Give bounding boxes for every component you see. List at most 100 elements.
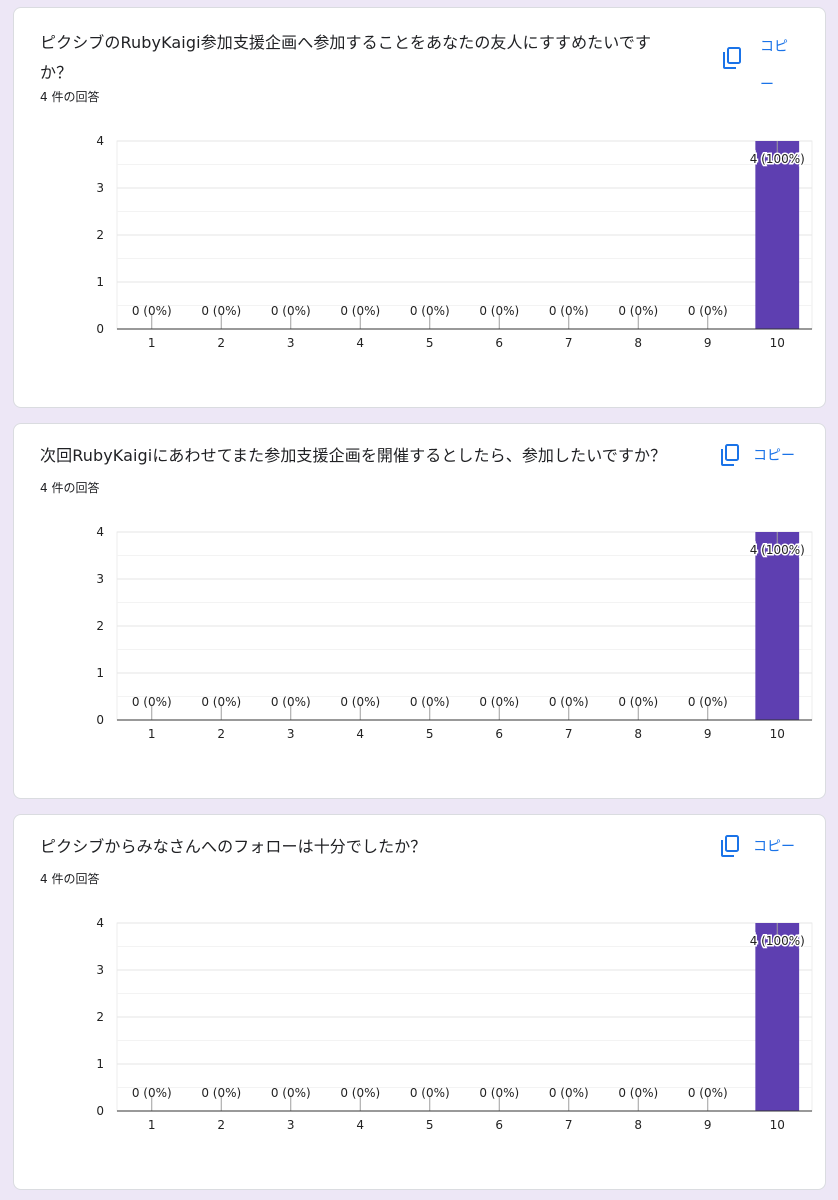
x-tick-label: 8: [634, 727, 642, 741]
y-tick-label: 3: [96, 572, 104, 586]
copy-label: コピー: [753, 448, 795, 464]
x-tick-label: 9: [704, 727, 712, 741]
x-tick-label: 2: [217, 1118, 225, 1132]
data-label: 0 (0%): [271, 695, 311, 709]
data-label: 4 (100%): [750, 543, 805, 557]
y-tick-label: 3: [96, 181, 104, 195]
response-count: 4 件の回答: [40, 90, 100, 104]
copy-label: コピー: [753, 839, 795, 855]
bar-chart: 0 1 2 3 4 0 (0%) 1 0 (0%) 2 0 (0%) 3 0 (0%) 4 0 (0%) 5…: [96, 916, 813, 1132]
x-tick-label: 1: [148, 336, 156, 350]
y-tick-label: 1: [96, 1057, 104, 1071]
x-tick-label: 3: [287, 727, 295, 741]
data-label: 0 (0%): [410, 695, 450, 709]
x-tick-label: 2: [217, 727, 225, 741]
y-tick-label: 4: [96, 525, 104, 539]
data-label: 0 (0%): [201, 304, 241, 318]
data-label: 0 (0%): [688, 1086, 728, 1100]
data-label: 0 (0%): [201, 695, 241, 709]
x-tick-label: 7: [565, 1118, 573, 1132]
y-tick-label: 3: [96, 963, 104, 977]
data-label: 0 (0%): [410, 1086, 450, 1100]
x-tick-label: 7: [565, 336, 573, 350]
data-label: 0 (0%): [132, 695, 172, 709]
x-tick-label: 2: [217, 336, 225, 350]
data-label: 0 (0%): [618, 1086, 658, 1100]
copy-chart-button[interactable]: コピー: [720, 833, 820, 863]
data-label: 0 (0%): [271, 1086, 311, 1100]
bar: [755, 923, 800, 1111]
x-tick-label: 9: [704, 336, 712, 350]
data-label: 0 (0%): [271, 304, 311, 318]
bar-chart: 0 1 2 3 4 0 (0%) 1 0 (0%) 2 0 (0%) 3 0 (0%) 4 0 (0%) 5…: [96, 134, 813, 350]
copy-icon: [723, 47, 741, 69]
data-label: 0 (0%): [132, 1086, 172, 1100]
copy-icon: [721, 444, 739, 466]
y-tick-label: 2: [96, 1010, 104, 1024]
data-label: 0 (0%): [479, 1086, 519, 1100]
data-label: 4 (100%): [750, 934, 805, 948]
data-label: 0 (0%): [340, 304, 380, 318]
x-tick-label: 7: [565, 727, 573, 741]
response-count: 4 件の回答: [40, 481, 100, 495]
x-tick-label: 6: [495, 1118, 503, 1132]
x-tick-label: 4: [356, 1118, 364, 1132]
data-label: 0 (0%): [340, 1086, 380, 1100]
y-tick-label: 2: [96, 619, 104, 633]
data-label: 4 (100%): [750, 152, 805, 166]
x-tick-label: 5: [426, 336, 434, 350]
question-title: 次回RubyKaigiにあわせてまた参加支援企画を開催するとしたら、参加したいで…: [40, 446, 667, 465]
data-label-halo: 4 (100%): [750, 152, 805, 166]
y-tick-label: 0: [96, 713, 104, 727]
x-tick-label: 1: [148, 727, 156, 741]
y-tick-label: 1: [96, 666, 104, 680]
question-title: ピクシブのRubyKaigi参加支援企画へ参加することをあなたの友人にすすめたい…: [40, 33, 652, 82]
y-tick-label: 2: [96, 228, 104, 242]
x-tick-label: 3: [287, 336, 295, 350]
x-tick-label: 8: [634, 1118, 642, 1132]
copy-label: コピー: [760, 39, 788, 93]
y-tick-label: 4: [96, 916, 104, 930]
y-tick-label: 0: [96, 322, 104, 336]
x-tick-label: 1: [148, 1118, 156, 1132]
bar: [755, 532, 800, 720]
x-tick-label: 8: [634, 336, 642, 350]
bar-chart: 0 1 2 3 4 0 (0%) 1 0 (0%) 2 0 (0%) 3 0 (0%) 4 0 (0%) 5…: [96, 525, 813, 741]
x-tick-label: 10: [770, 336, 785, 350]
question-card-2: 次回RubyKaigiにあわせてまた参加支援企画を開催するとしたら、参加したいで…: [13, 423, 826, 799]
x-tick-label: 10: [770, 727, 785, 741]
x-tick-label: 5: [426, 727, 434, 741]
data-label: 0 (0%): [549, 304, 589, 318]
question-title: ピクシブからみなさんへのフォローは十分でしたか？: [40, 837, 427, 856]
copy-chart-button[interactable]: コピー: [722, 39, 812, 94]
data-label: 0 (0%): [201, 1086, 241, 1100]
y-tick-label: 0: [96, 1104, 104, 1118]
y-tick-label: 4: [96, 134, 104, 148]
data-label: 0 (0%): [479, 695, 519, 709]
question-card-3: ピクシブからみなさんへのフォローは十分でしたか？ 4 件の回答 コピー 0 1 2 3…: [13, 814, 826, 1190]
data-label: 0 (0%): [618, 695, 658, 709]
data-label-halo: 4 (100%): [750, 934, 805, 948]
x-tick-label: 3: [287, 1118, 295, 1132]
x-tick-label: 9: [704, 1118, 712, 1132]
data-label: 0 (0%): [688, 304, 728, 318]
data-label: 0 (0%): [618, 304, 658, 318]
bar: [755, 141, 800, 329]
x-tick-label: 6: [495, 727, 503, 741]
question-card-1: ピクシブのRubyKaigi参加支援企画へ参加することをあなたの友人にすすめたい…: [13, 7, 826, 408]
data-label: 0 (0%): [549, 695, 589, 709]
x-tick-label: 6: [495, 336, 503, 350]
data-label: 0 (0%): [688, 695, 728, 709]
data-label-halo: 4 (100%): [750, 543, 805, 557]
x-tick-label: 4: [356, 336, 364, 350]
data-label: 0 (0%): [410, 304, 450, 318]
y-tick-label: 1: [96, 275, 104, 289]
x-tick-label: 4: [356, 727, 364, 741]
copy-chart-button[interactable]: コピー: [720, 442, 820, 472]
x-tick-label: 5: [426, 1118, 434, 1132]
copy-icon: [721, 835, 739, 857]
data-label: 0 (0%): [549, 1086, 589, 1100]
data-label: 0 (0%): [340, 695, 380, 709]
data-label: 0 (0%): [479, 304, 519, 318]
data-label: 0 (0%): [132, 304, 172, 318]
